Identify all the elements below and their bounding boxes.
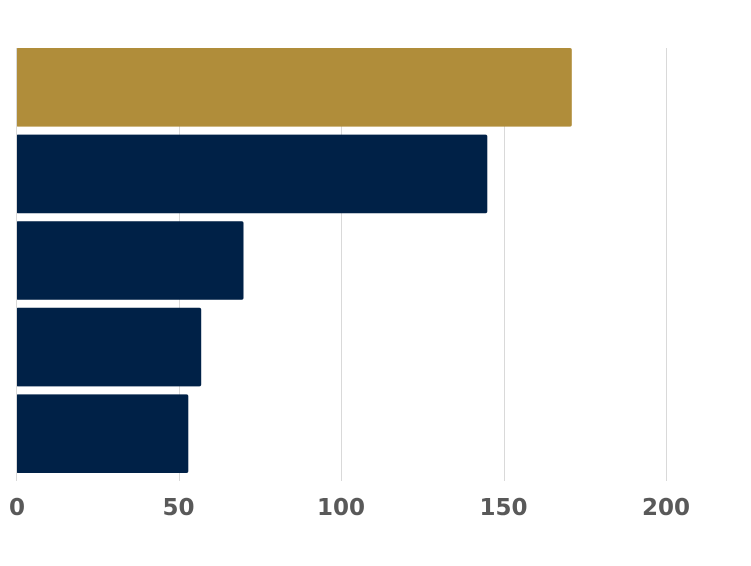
x-tick-label-150: 150: [479, 495, 527, 521]
x-tick-label-0: 0: [9, 495, 25, 521]
x-tick-label-100: 100: [317, 495, 365, 521]
bar-4: [16, 307, 202, 387]
bar-5: [16, 394, 189, 473]
bar-2: [16, 134, 488, 214]
x-tick-label-50: 50: [162, 495, 194, 521]
bars: [16, 48, 572, 473]
bar-3: [16, 221, 244, 300]
x-tick-label-200: 200: [642, 495, 690, 521]
x-axis-ticks: 0 50 100 150 200: [9, 495, 690, 521]
bar-1: [16, 48, 572, 127]
